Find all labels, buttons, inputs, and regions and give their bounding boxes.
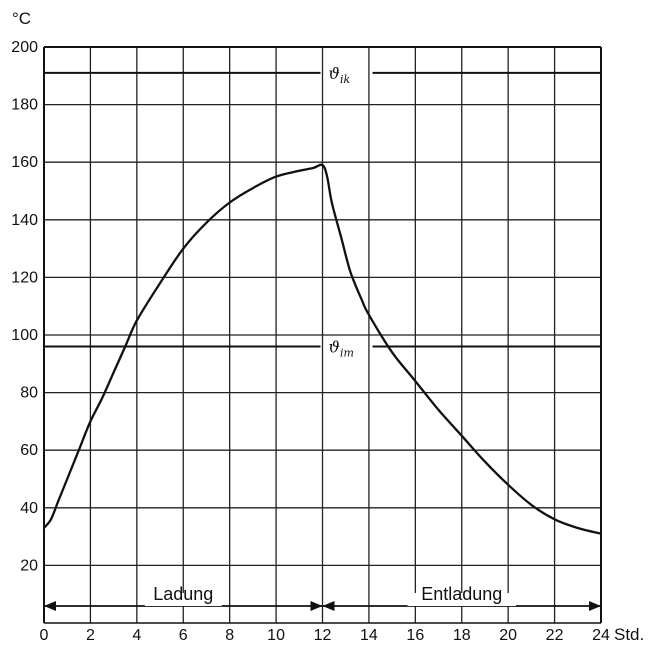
curve-layer bbox=[43, 163, 602, 535]
span-label-0: Ladung bbox=[153, 584, 213, 604]
y-unit-label: °C bbox=[12, 9, 31, 28]
x-tick-label-6: 6 bbox=[179, 627, 188, 644]
x-tick-label-18: 18 bbox=[453, 627, 471, 644]
grid bbox=[43, 46, 602, 623]
y-tick-label-200: 200 bbox=[11, 39, 38, 56]
span-label-bg-0 bbox=[144, 593, 222, 606]
y-tick-label-180: 180 bbox=[11, 97, 38, 114]
span-arrow-start-1 bbox=[322, 601, 335, 611]
phase-spans: Ladung Entladung bbox=[44, 584, 601, 611]
x-tick-label-20: 20 bbox=[499, 627, 517, 644]
y-tick-labels: 20 40 60 80 100 120 140 160 180 200 bbox=[11, 39, 38, 574]
span-label-1: Entladung bbox=[421, 584, 502, 604]
reference-label-im: ϑim bbox=[329, 338, 354, 360]
y-tick-label-20: 20 bbox=[20, 557, 38, 574]
span-label-bg-1 bbox=[407, 593, 516, 606]
temperature-curve bbox=[43, 163, 602, 535]
x-tick-label-22: 22 bbox=[546, 627, 564, 644]
y-tick-label-100: 100 bbox=[11, 327, 38, 344]
x-tick-label-12: 12 bbox=[314, 627, 332, 644]
x-tick-label-2: 2 bbox=[86, 627, 95, 644]
y-tick-label-80: 80 bbox=[20, 385, 38, 402]
y-tick-label-60: 60 bbox=[20, 442, 38, 459]
x-tick-label-10: 10 bbox=[267, 627, 285, 644]
x-tick-labels: 0 2 4 6 8 10 12 14 16 18 20 22 24 bbox=[40, 627, 610, 644]
reference-lines: ϑik ϑim bbox=[44, 64, 601, 360]
x-tick-label-4: 4 bbox=[132, 627, 141, 644]
reference-label-ik: ϑik bbox=[329, 64, 351, 86]
reference-subscript-im: im bbox=[340, 347, 354, 360]
y-tick-label-160: 160 bbox=[11, 154, 38, 171]
y-tick-label-120: 120 bbox=[11, 269, 38, 286]
x-tick-label-8: 8 bbox=[225, 627, 234, 644]
x-tick-label-0: 0 bbox=[40, 627, 49, 644]
span-arrow-end-1 bbox=[589, 601, 601, 611]
span-arrow-start-0 bbox=[44, 601, 56, 611]
reference-subscript-ik: ik bbox=[340, 73, 351, 86]
x-tick-label-16: 16 bbox=[406, 627, 424, 644]
x-unit-label: Std. bbox=[614, 625, 644, 644]
x-tick-label-24: 24 bbox=[592, 627, 610, 644]
y-tick-label-40: 40 bbox=[20, 500, 38, 517]
y-tick-label-140: 140 bbox=[11, 212, 38, 229]
span-arrow-end-0 bbox=[310, 601, 323, 611]
x-tick-label-14: 14 bbox=[360, 627, 378, 644]
